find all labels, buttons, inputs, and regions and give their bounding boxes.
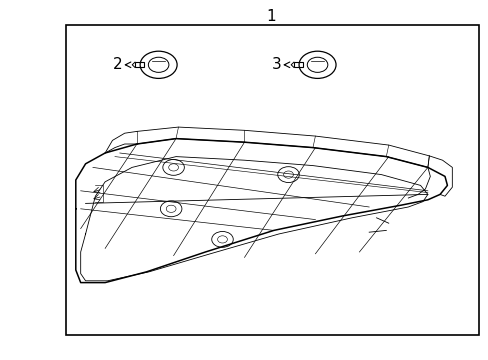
Text: 2: 2	[112, 57, 122, 72]
Bar	[293, 62, 303, 67]
Text: 3: 3	[271, 57, 281, 72]
Bar	[135, 62, 144, 67]
Text: 1: 1	[266, 9, 276, 24]
Bar	[66, 25, 478, 335]
